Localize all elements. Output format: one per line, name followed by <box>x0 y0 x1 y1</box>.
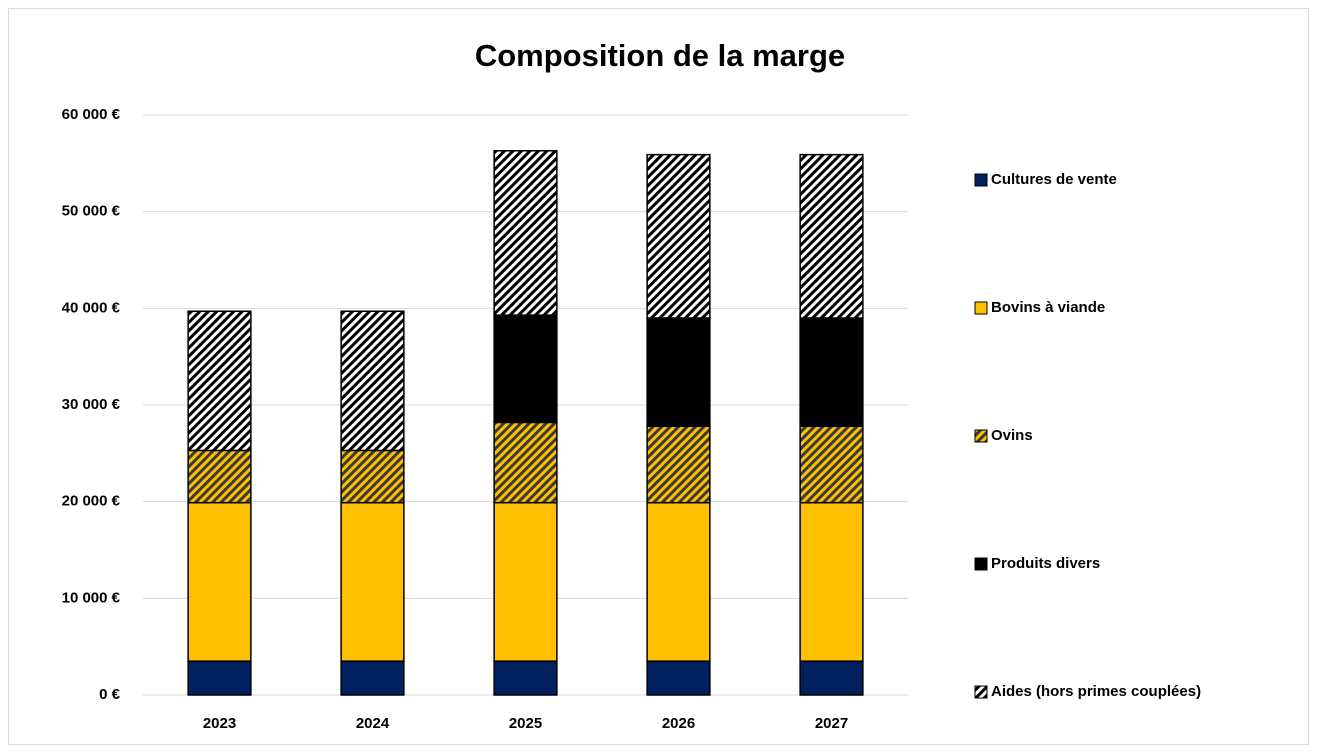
legend-swatch <box>974 429 988 443</box>
bar-segment <box>646 425 711 504</box>
y-tick-label: 60 000 € <box>62 106 121 123</box>
bar-segment <box>493 150 558 316</box>
bar-segment <box>187 660 252 696</box>
y-tick-label: 50 000 € <box>62 203 121 220</box>
bar-segment <box>646 153 711 319</box>
bar-segment <box>799 501 864 662</box>
bar-segment <box>493 660 558 696</box>
bar-segment <box>799 317 864 428</box>
legend-label: Ovins <box>991 427 1033 444</box>
legend-swatch <box>974 173 988 187</box>
legend-swatch <box>974 557 988 571</box>
legend-label: Aides (hors primes couplées) <box>991 683 1201 700</box>
bar-segment <box>646 660 711 696</box>
bar-segment <box>799 425 864 504</box>
x-tick-label: 2026 <box>662 715 695 732</box>
bar-segment <box>493 421 558 504</box>
x-tick-label: 2025 <box>509 715 542 732</box>
bar-segment <box>340 501 405 662</box>
y-tick-label: 20 000 € <box>62 493 121 510</box>
bar-segment <box>799 153 864 319</box>
bar-segment <box>340 449 405 504</box>
bar-segment <box>187 449 252 504</box>
y-tick-label: 40 000 € <box>62 299 121 316</box>
bar-segment <box>340 660 405 696</box>
legend-swatch <box>974 685 988 699</box>
x-tick-label: 2023 <box>203 715 236 732</box>
bar-segment <box>493 501 558 662</box>
bar-segment <box>799 660 864 696</box>
x-tick-label: 2027 <box>815 715 848 732</box>
legend-label: Produits divers <box>991 555 1100 572</box>
y-tick-label: 0 € <box>99 686 121 703</box>
bar-segment <box>187 310 252 452</box>
y-tick-label: 10 000 € <box>62 589 121 606</box>
y-tick-label: 30 000 € <box>62 396 121 413</box>
x-tick-label: 2024 <box>356 715 390 732</box>
chart-title: Composition de la marge <box>475 38 845 73</box>
legend-label: Cultures de vente <box>991 171 1117 188</box>
bar-segment <box>493 314 558 424</box>
legend-swatch <box>974 301 988 315</box>
bar-segment <box>646 317 711 428</box>
bar-segment <box>646 501 711 662</box>
bar-segment <box>340 310 405 452</box>
legend-label: Bovins à viande <box>991 299 1105 316</box>
bar-segment <box>187 501 252 662</box>
